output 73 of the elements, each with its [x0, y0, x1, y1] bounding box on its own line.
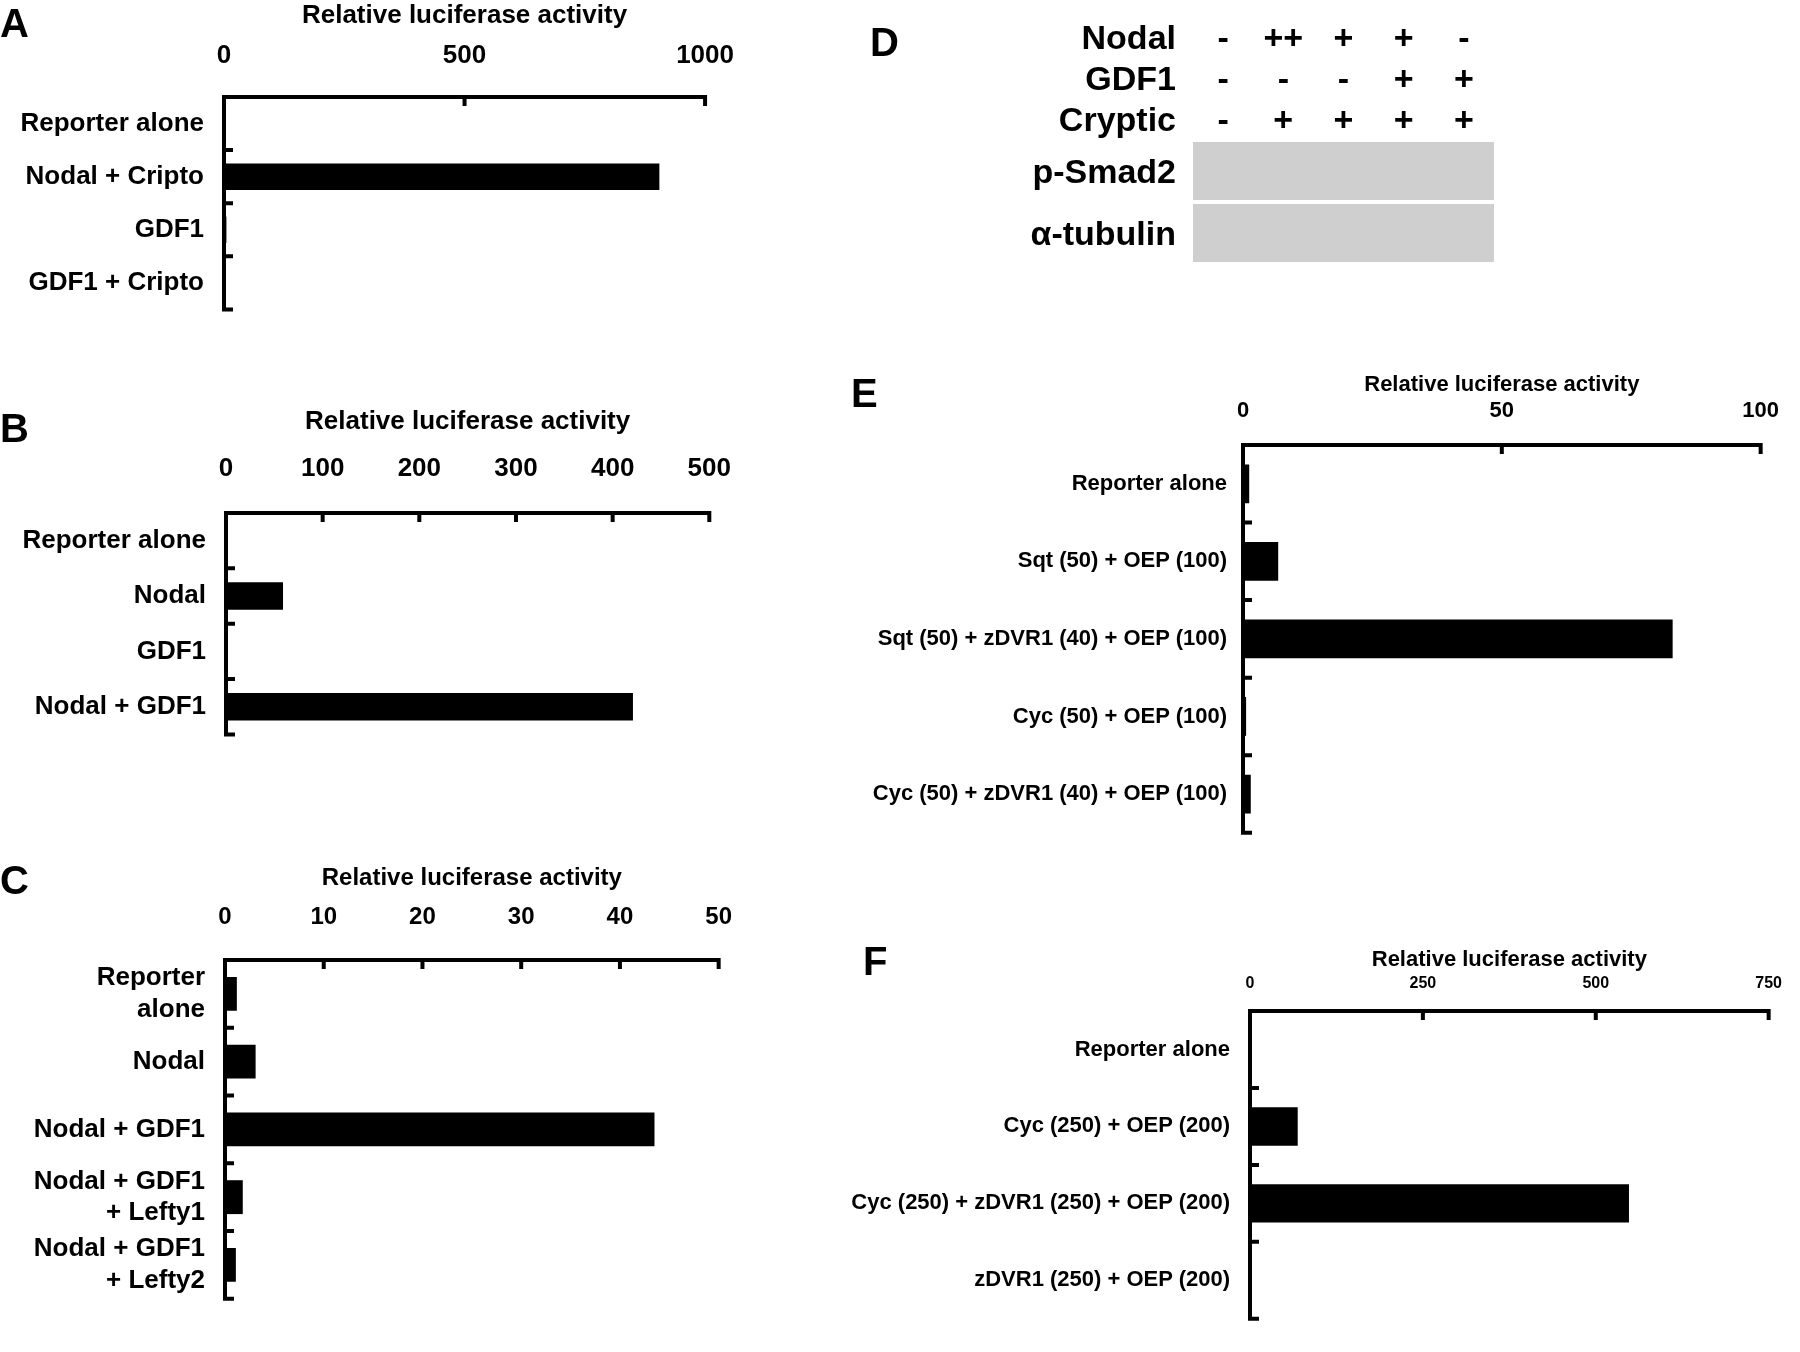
y-tick-label: Sqt (50) + zDVR1 (40) + OEP (100): [877, 624, 1227, 650]
text: -: [1337, 59, 1350, 97]
text: D: [870, 20, 899, 64]
y-tick-label: Nodal + Cripto: [25, 159, 204, 190]
y-tick-label: zDVR1 (250) + OEP (200): [974, 1266, 1230, 1292]
text: -: [1458, 18, 1470, 56]
y-tick-label: Cyc (50) + zDVR1 (40) + OEP (100): [872, 780, 1227, 806]
text: +: [1393, 18, 1414, 56]
x-tick-label: 20: [409, 902, 436, 930]
x-tick-label: 100: [300, 451, 345, 482]
text: +: [1273, 100, 1294, 138]
y-tick-label: Reporter alone: [1074, 1035, 1230, 1061]
y-tick-label: Nodal + GDF1: [34, 689, 206, 720]
x-tick-label: 750: [1755, 973, 1783, 991]
x-tick-label: 30: [507, 902, 535, 930]
y-tick-label: Cyc (50) + OEP (100): [1012, 702, 1227, 728]
x-tick-label: 100: [1742, 396, 1780, 422]
chart-title: C: [0, 858, 29, 902]
text: E: [851, 371, 878, 415]
text: -: [1217, 59, 1229, 97]
x-tick-label: 50: [705, 902, 732, 930]
text: -: [1217, 18, 1229, 56]
x-tick-label: 300: [494, 451, 538, 482]
y-tick-label: Nodal + GDF1 + Lefty1: [33, 1164, 205, 1226]
x-tick-label: 250: [1409, 973, 1437, 991]
text: +: [1453, 100, 1474, 138]
x-tick-label: 50: [1489, 396, 1515, 422]
y-tick-label: Nodal: [132, 1044, 205, 1075]
y-tick-label: Nodal: [133, 579, 206, 610]
x-axis-title: Relative luciferase activity: [1371, 946, 1648, 972]
x-axis-title: Relative luciferase activity: [305, 404, 631, 435]
y-tick-label: Cyc (250) + zDVR1 (250) + OEP (200): [851, 1189, 1230, 1215]
y-tick-label: Reporter alone: [1071, 469, 1227, 495]
x-tick-label: 500: [1582, 973, 1610, 991]
y-tick-label: Cyc (250) + OEP (200): [1003, 1112, 1230, 1138]
x-axis-title: Relative luciferase activity: [1364, 371, 1641, 397]
x-tick-label: 0: [218, 902, 232, 930]
x-tick-label: 500: [442, 38, 487, 69]
y-tick-label: Reporter alone: [20, 106, 204, 137]
category-label: α-tubulin: [1030, 213, 1176, 252]
x-axis-title: Relative luciferase activity: [301, 0, 628, 29]
x-tick-label: 1000: [676, 38, 734, 69]
chart-title: B: [0, 406, 29, 450]
text: +: [1333, 100, 1354, 138]
y-tick-label: Nodal + GDF1 + Lefty2: [33, 1232, 205, 1294]
text: F: [863, 939, 888, 983]
x-tick-label: 40: [606, 902, 634, 930]
x-tick-label: 0: [1236, 396, 1250, 422]
y-tick-label: Sqt (50) + OEP (100): [1017, 547, 1227, 573]
y-tick-label: GDF1: [134, 212, 204, 243]
category-label: p-Smad2: [1032, 151, 1176, 190]
x-tick-label: 10: [310, 902, 338, 930]
y-tick-label: Nodal + GDF1: [33, 1112, 205, 1143]
x-axis-title: Relative luciferase activity: [321, 863, 623, 891]
x-tick-label: 200: [397, 451, 442, 482]
text: -: [1217, 100, 1229, 138]
y-tick-label: GDF1 + Cripto: [28, 266, 204, 297]
y-tick-label: GDF1: [136, 634, 206, 665]
chart-title: A: [0, 1, 29, 45]
text: +: [1393, 59, 1414, 97]
x-tick-label: 0: [216, 38, 232, 69]
x-tick-label: 500: [687, 451, 732, 482]
x-tick-label: 0: [1245, 973, 1255, 991]
category-label: Cryptic: [1058, 100, 1176, 138]
text: -: [1277, 59, 1289, 97]
text: +: [1393, 100, 1414, 138]
text: +: [1453, 59, 1474, 97]
text: ++: [1263, 18, 1304, 56]
text: +: [1333, 18, 1354, 56]
x-tick-label: 400: [590, 451, 635, 482]
y-tick-label: Reporter alone: [96, 961, 205, 1023]
x-tick-label: 0: [218, 451, 234, 482]
y-tick-label: Reporter alone: [22, 523, 206, 554]
